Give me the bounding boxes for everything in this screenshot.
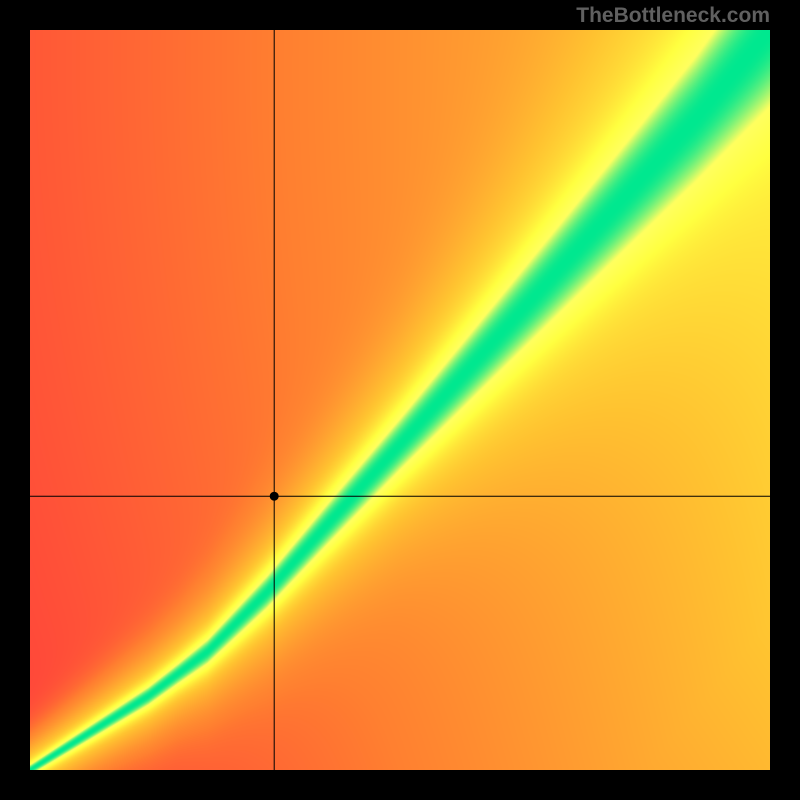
chart-container: { "watermark": { "text": "TheBottleneck.… [0, 0, 800, 800]
bottleneck-heatmap [30, 30, 770, 770]
watermark-text: TheBottleneck.com [576, 4, 770, 28]
